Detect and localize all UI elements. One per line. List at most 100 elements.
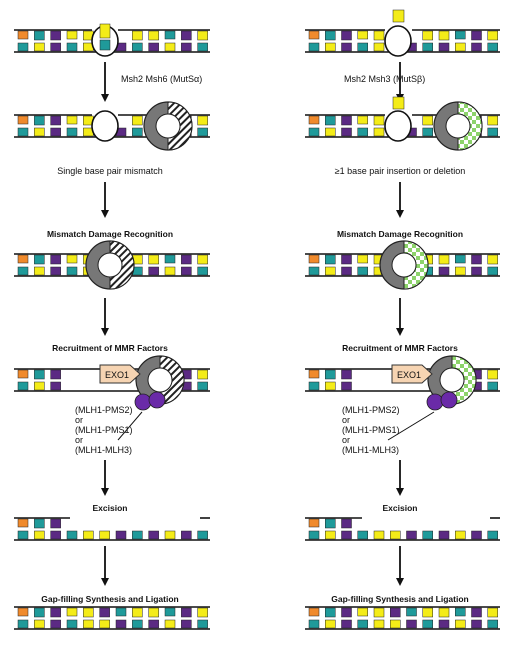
base-bottom <box>132 42 143 52</box>
base-bottom <box>83 530 94 540</box>
base-bottom <box>487 42 498 52</box>
right-insertion-loop-2 <box>384 110 412 142</box>
clamp-hole <box>445 113 471 139</box>
left-duplex-mismatch <box>14 29 210 53</box>
base-top <box>487 369 498 380</box>
base-bottom <box>17 530 29 540</box>
base-top <box>455 607 466 617</box>
base-top <box>471 607 482 618</box>
base-top <box>308 518 320 528</box>
base-top <box>308 30 320 40</box>
right-mlh-or-2: or <box>342 435 351 445</box>
base-bottom <box>357 530 368 540</box>
left-mutsa-recruitment <box>135 355 185 405</box>
base-bottom <box>132 530 143 540</box>
right-insertion-loop <box>384 25 412 57</box>
base-bottom <box>471 42 482 52</box>
base-bottom <box>325 530 336 540</box>
base-bottom <box>181 530 192 540</box>
base-top <box>325 254 336 265</box>
base-top <box>50 518 61 529</box>
base-top <box>181 607 192 618</box>
base-top <box>325 369 336 380</box>
base-bottom <box>17 266 29 276</box>
base-bottom <box>455 530 466 540</box>
base-top <box>34 254 45 265</box>
base-bottom <box>148 530 159 540</box>
base-top <box>438 30 450 41</box>
base-top <box>341 254 352 265</box>
base-top <box>132 30 143 41</box>
base-top <box>373 115 385 126</box>
base-bottom <box>455 42 466 52</box>
base-bottom <box>17 619 29 629</box>
base-bottom <box>181 619 192 629</box>
left-exo1: EXO1 <box>99 364 141 384</box>
base-bottom <box>471 530 482 540</box>
inserted-base <box>392 9 405 23</box>
base-top <box>17 607 29 617</box>
base-top <box>487 254 498 265</box>
base-bottom <box>325 266 336 276</box>
base-bottom <box>325 42 336 52</box>
left-step-recruitment: Recruitment of MMR Factors <box>52 343 168 353</box>
base-bottom <box>66 127 78 137</box>
base-top <box>341 518 352 529</box>
base-top <box>487 115 498 126</box>
base-bottom <box>164 42 176 52</box>
base-bottom <box>197 619 208 629</box>
exo1-shape <box>391 364 433 384</box>
base-bottom <box>471 266 482 276</box>
base-top <box>422 115 433 126</box>
left-mlh-pointer <box>117 411 143 441</box>
mlh-subunit <box>134 393 152 411</box>
base-bottom <box>34 381 45 391</box>
base-top <box>66 607 78 617</box>
base-bottom <box>487 619 498 629</box>
base-bottom <box>357 42 368 52</box>
base-top <box>357 254 368 264</box>
base-bottom <box>99 619 110 629</box>
base-bottom <box>115 619 127 629</box>
base-top <box>487 30 498 41</box>
base-bottom <box>17 381 29 391</box>
base-top <box>357 607 368 617</box>
left-mlh-option-2: (MLH1-PMS1) <box>75 425 133 435</box>
clamp-hole <box>155 113 181 139</box>
left-protein-label: Msh2 Msh6 (MutSα) <box>121 74 203 84</box>
left-mismatch-bubble-2 <box>91 110 119 142</box>
mlh-subunit <box>440 391 458 409</box>
base-top <box>197 30 208 41</box>
base-top <box>341 369 352 380</box>
base-bottom <box>115 530 127 540</box>
mismatched-base <box>99 39 111 51</box>
base-top <box>34 115 45 126</box>
exo1-label: EXO1 <box>105 370 129 380</box>
left-lesion-label: Single base pair mismatch <box>57 166 163 176</box>
base-top <box>487 607 498 618</box>
base-top <box>438 254 450 265</box>
base-top <box>181 30 192 41</box>
base-bottom <box>50 619 61 629</box>
base-bottom <box>34 42 45 52</box>
base-bottom <box>148 266 159 276</box>
base-bottom <box>197 42 208 52</box>
base-top <box>357 30 368 40</box>
base-top <box>17 369 29 379</box>
base-bottom <box>438 619 450 629</box>
base-bottom <box>422 619 433 629</box>
right-lesion-label: ≥1 base pair insertion or deletion <box>334 166 466 176</box>
base-bottom <box>148 619 159 629</box>
base-bottom <box>17 127 29 137</box>
base-bottom <box>422 127 433 137</box>
base-top <box>308 607 320 617</box>
left-step-gapfill: Gap-filling Synthesis and Ligation <box>41 594 179 604</box>
base-bottom <box>406 530 417 540</box>
base-bottom <box>373 619 385 629</box>
base-bottom <box>308 619 320 629</box>
base-top <box>83 607 94 618</box>
base-bottom <box>373 42 385 52</box>
left-duplex-excision <box>14 517 210 541</box>
base-bottom <box>308 381 320 391</box>
